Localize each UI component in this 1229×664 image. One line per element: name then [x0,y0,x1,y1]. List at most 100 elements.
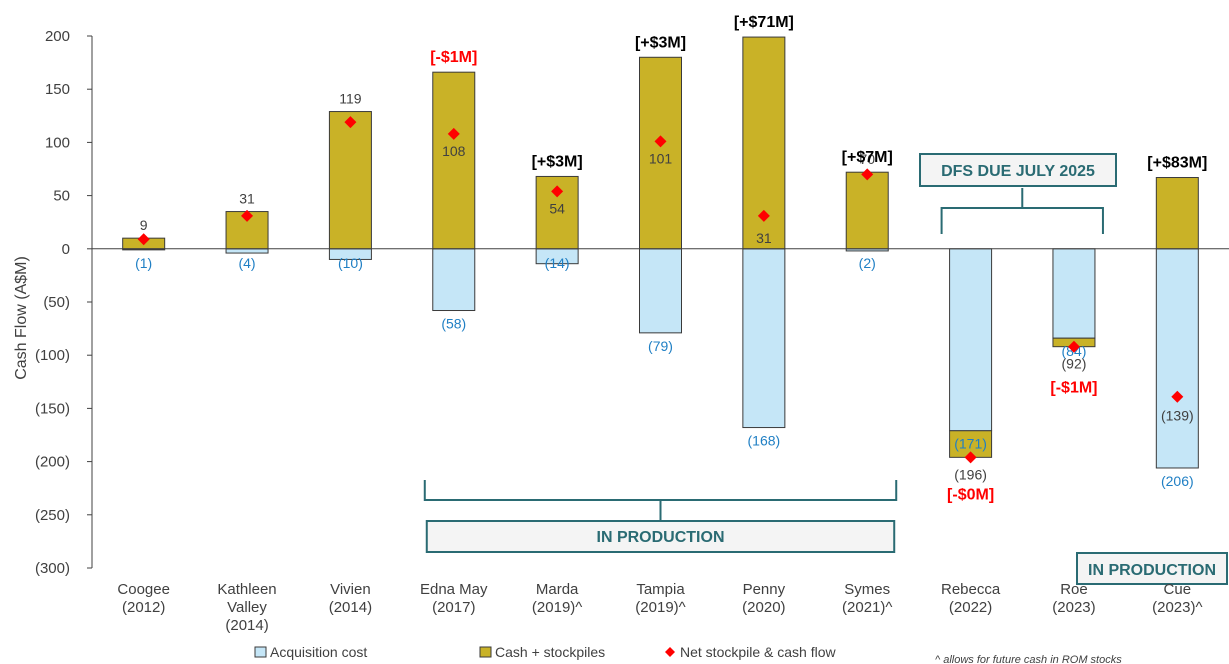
annotation-label: [+$83M] [1147,155,1207,172]
group-box-label: IN PRODUCTION [597,529,725,546]
net-flow-marker [1067,340,1080,353]
category-label: Symes [844,581,890,598]
group-box [1076,552,1228,585]
annotations: [-$1M] [+$3M] [+$3M] [+$71M] [+$7M] [-$0M] [-$… [430,14,1207,503]
category-label: (2023)^ [1152,599,1202,616]
category-label: Tampia [636,581,685,598]
category-label: Rebecca [941,581,1001,598]
annotation-label: [+$7M] [842,149,893,166]
acquisition-cost-label: (1) [135,255,152,271]
annotation-label: [+$3M] [532,153,583,170]
y-tick-label: (200) [35,454,70,471]
net-flow-labels: 9 31 119 108 54 101 31 70 (196) (92) (139) [140,91,1194,483]
y-tick-label: (150) [35,400,70,417]
acquisition-cost-label: (4) [238,255,255,271]
y-tick-label: (250) [35,507,70,524]
net-flow-label: 101 [649,150,673,166]
y-tick-label: (100) [35,347,70,364]
net-flow-marker [551,185,564,198]
category-label: Vivien [330,581,371,598]
acquisition-cost-bar [742,248,786,429]
legend-swatch [665,647,675,657]
net-flow-marker [654,135,667,148]
acquisition-cost-bar [225,248,269,254]
net-flow-label: 70 [859,151,875,167]
legend-label: Acquisition cost [270,644,367,660]
y-axis: 200 150 100 50 0 (50) (100) (150) (200) (250) (300… [35,28,93,577]
net-flow-marker [964,451,977,464]
cash-stockpile-bar [639,56,682,250]
category-label: (2017) [432,599,475,616]
category-label: (2012) [122,599,165,616]
category-label: (2014) [329,599,372,616]
acquisition-cost-label: (171) [954,436,987,452]
y-tick-label: (300) [35,560,70,577]
net-flow-label: (139) [1161,408,1194,424]
net-flow-label: 31 [239,191,255,207]
net-flow-marker [344,116,357,129]
category-label: (2020) [742,599,785,616]
group-bracket [940,188,1104,234]
annotation-label: [-$1M] [1050,380,1097,397]
net-flow-marker [861,168,874,181]
acquisition-cost-bar [1052,248,1096,339]
category-label: Coogee [117,581,170,598]
legend-swatch [479,646,492,658]
cash-stockpile-bar [328,111,372,250]
acquisition-cost-label: (58) [441,316,466,332]
y-tick-label: 100 [45,134,70,151]
category-label: Roe [1060,581,1088,598]
group-box [919,153,1117,187]
acquisition-cost-label: (14) [545,255,570,271]
category-label: (2022) [949,599,992,616]
annotation-label: [-$0M] [947,486,994,503]
net-flow-marker [241,209,254,222]
acquisition-cost-label: (79) [648,338,673,354]
group-bracket [423,480,898,520]
acquisition-cost-bar [432,248,476,312]
category-label: Marda [536,581,579,598]
acquisition-cost-label: (168) [748,433,781,449]
net-flow-marker [137,233,150,246]
annotation-label: [+$3M] [635,34,686,51]
net-flow-label: 108 [442,143,466,159]
category-label: (2019)^ [532,599,582,616]
acquisition-cost-bar [639,248,682,334]
annotation-label: [-$1M] [430,49,477,66]
category-label: Valley [227,599,267,616]
y-axis-label: Cash Flow (A$M) [13,256,30,380]
cash-stockpile-bar [1155,177,1199,250]
y-tick-label: 200 [45,28,70,45]
net-flow-marker [757,209,770,222]
net-flow-marker [1171,390,1184,403]
net-flow-markers [137,116,1184,464]
category-label: (2019)^ [635,599,685,616]
acquisition-cost-label: (206) [1161,473,1194,489]
net-flow-label: 9 [140,217,148,233]
legend: Acquisition cost Cash + stockpiles Net sto… [254,644,837,660]
legend-swatch [254,646,267,658]
group-box [425,520,896,553]
category-label: (2021)^ [842,599,892,616]
acquisition-cost-bars [122,248,1199,469]
category-label: Kathleen [217,581,276,598]
category-label: Edna May [420,581,488,598]
footnote: ^ allows for future cash in ROM stocks [935,654,1122,664]
y-tick-label: 50 [53,188,70,205]
acquisition-cost-label: (2) [859,255,876,271]
group-box-label: DFS DUE JULY 2025 [941,163,1095,180]
acquisition-cost-bar [1155,248,1199,469]
y-tick-label: (50) [43,294,70,311]
y-tick-label: 0 [62,241,70,258]
net-flow-label: 119 [339,91,362,107]
acquisition-cost-label: (10) [338,255,363,271]
category-label: (2023) [1052,599,1095,616]
net-flow-label: (196) [954,466,987,482]
group-box-label: IN PRODUCTION [1088,562,1216,579]
acquisition-cost-bar [949,248,993,432]
category-label: Cue [1164,581,1192,598]
cash-stockpile-bar [432,71,476,250]
net-flow-label: (92) [1062,356,1087,372]
